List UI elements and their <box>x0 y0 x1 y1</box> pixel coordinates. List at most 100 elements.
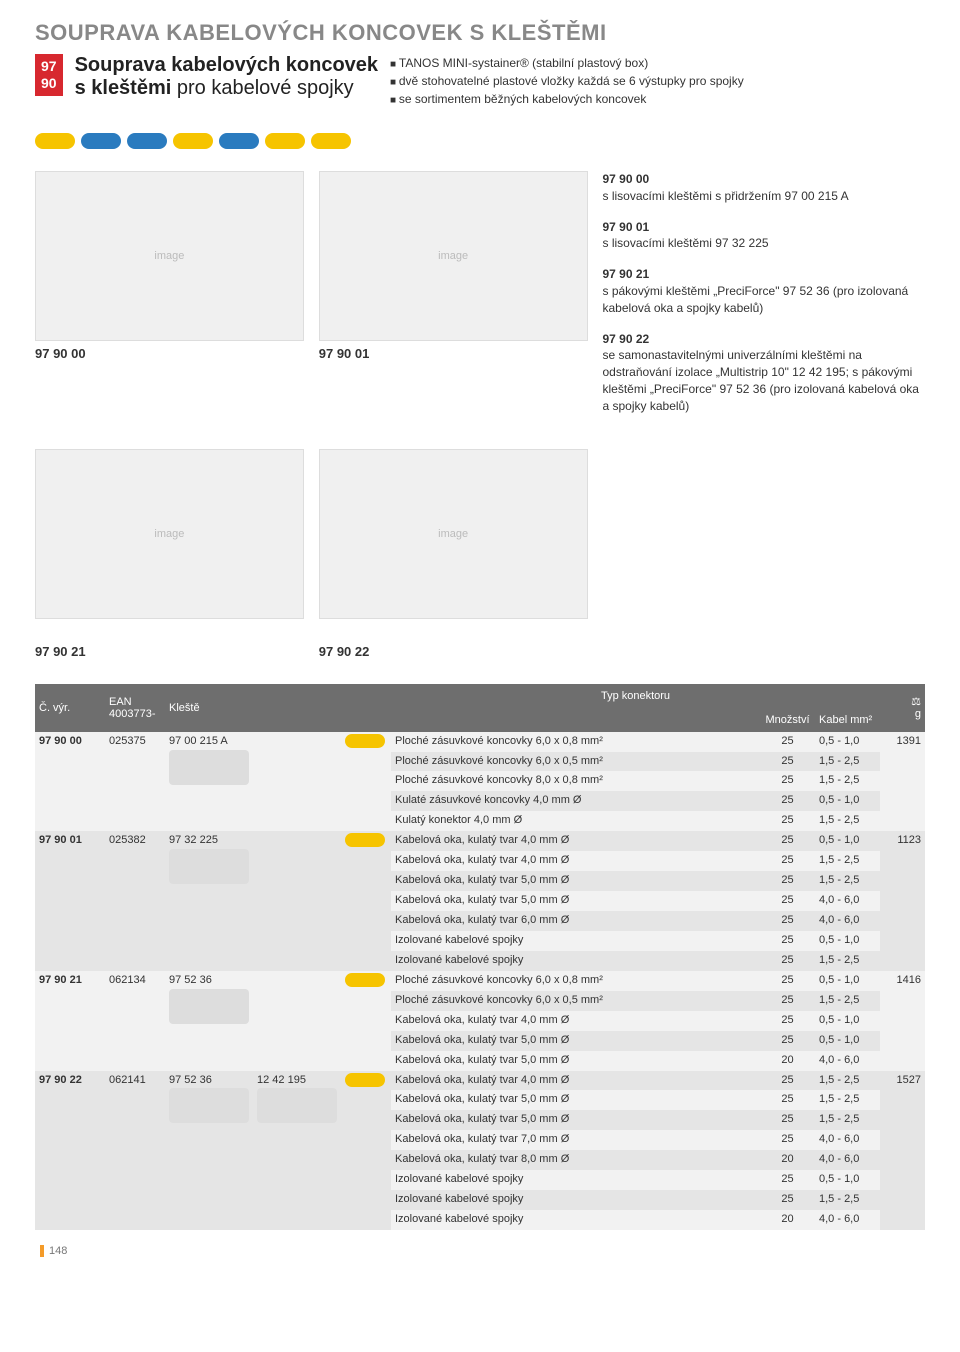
description-column: 97 90 00s lisovacími kleštěmi s přidržen… <box>603 171 926 429</box>
table-row: 97 90 2106213497 52 36Ploché zásuvkové k… <box>35 971 925 991</box>
cell-qty: 25 <box>760 1031 815 1051</box>
page-number: 148 <box>40 1245 925 1257</box>
cell-cable: 0,5 - 1,0 <box>815 1170 880 1190</box>
cell-type: Kabelová oka, kulatý tvar 7,0 mm Ø <box>391 1130 760 1150</box>
cell-qty: 25 <box>760 752 815 772</box>
cell-ean: 062134 <box>105 971 165 1071</box>
subtitle-line1: Souprava kabelových koncovek <box>75 54 378 77</box>
cell-qty: 25 <box>760 831 815 851</box>
tool-image <box>169 1088 249 1123</box>
tool-image <box>169 849 249 884</box>
cell-cable: 1,5 - 2,5 <box>815 1110 880 1130</box>
cell-cable: 1,5 - 2,5 <box>815 1190 880 1210</box>
cell-type: Ploché zásuvkové koncovky 8,0 x 0,8 mm² <box>391 771 760 791</box>
cell-type: Izolované kabelové spojky <box>391 951 760 971</box>
header-row: 97 90 Souprava kabelových koncovek s kle… <box>35 54 925 108</box>
cell-cable: 1,5 - 2,5 <box>815 771 880 791</box>
th-connector-group: Typ konektoru <box>391 684 880 708</box>
th-tool: Kleště <box>165 684 341 732</box>
cell-tool2 <box>253 831 341 971</box>
cell-qty: 25 <box>760 791 815 811</box>
cell-type: Kabelová oka, kulatý tvar 4,0 mm Ø <box>391 831 760 851</box>
cell-type: Kabelová oka, kulatý tvar 8,0 mm Ø <box>391 1150 760 1170</box>
cell-cable: 4,0 - 6,0 <box>815 1130 880 1150</box>
table-row: 97 90 0002537597 00 215 APloché zásuvkov… <box>35 732 925 752</box>
cell-ean: 062141 <box>105 1071 165 1231</box>
main-title: SOUPRAVA KABELOVÝCH KONCOVEK S KLEŠTĚMI <box>35 20 925 46</box>
desc-code: 97 90 22 <box>603 331 926 348</box>
cell-cable: 4,0 - 6,0 <box>815 891 880 911</box>
cell-cable: 0,5 - 1,0 <box>815 1031 880 1051</box>
image-grid-2: image image <box>35 449 925 624</box>
cell-type: Kabelová oka, kulatý tvar 5,0 mm Ø <box>391 871 760 891</box>
cell-conn-img <box>341 732 391 832</box>
cell-cable: 4,0 - 6,0 <box>815 1051 880 1071</box>
desc-text: se samonastavitelnými univerzálními kleš… <box>603 347 926 414</box>
cell-qty: 25 <box>760 1170 815 1190</box>
desc-block: 97 90 21s pákovými kleštěmi „PreciForce"… <box>603 266 926 316</box>
desc-code: 97 90 21 <box>603 266 926 283</box>
cell-qty: 25 <box>760 771 815 791</box>
connector-icon <box>173 133 213 149</box>
cell-qty: 25 <box>760 891 815 911</box>
cell-qty: 25 <box>760 811 815 831</box>
th-weight-unit: g <box>915 708 921 720</box>
cell-type: Kabelová oka, kulatý tvar 5,0 mm Ø <box>391 1110 760 1130</box>
table-row: 97 90 0102538297 32 225Kabelová oka, kul… <box>35 831 925 851</box>
cell-weight: 1123 <box>880 831 925 971</box>
th-cable: Kabel mm² <box>815 708 880 732</box>
connector-icon <box>219 133 259 149</box>
cell-type: Kabelová oka, kulatý tvar 5,0 mm Ø <box>391 891 760 911</box>
cell-type: Izolované kabelové spojky <box>391 1190 760 1210</box>
cell-ean: 025382 <box>105 831 165 971</box>
subtitle-block: Souprava kabelových koncovek s kleštěmi … <box>75 54 378 100</box>
product-image-01: image <box>319 171 588 341</box>
connector-strip <box>35 126 925 156</box>
cell-cable: 1,5 - 2,5 <box>815 951 880 971</box>
image-grid-1: image 97 90 00 image 97 90 01 97 90 00s … <box>35 171 925 429</box>
product-image-21: image <box>35 449 304 619</box>
cell-cable: 0,5 - 1,0 <box>815 931 880 951</box>
desc-code: 97 90 01 <box>603 219 926 236</box>
cell-cable: 0,5 - 1,0 <box>815 831 880 851</box>
cell-cable: 0,5 - 1,0 <box>815 732 880 752</box>
cell-ean: 025375 <box>105 732 165 832</box>
cell-cable: 1,5 - 2,5 <box>815 1071 880 1091</box>
subtitle-light: pro kabelové spojky <box>171 77 353 99</box>
cell-type: Izolované kabelové spojky <box>391 1170 760 1190</box>
spec-table: Č. výr. EAN 4003773- Kleště Typ konektor… <box>35 684 925 1230</box>
feature-bullet: se sortimentem běžných kabelových koncov… <box>390 90 925 108</box>
cell-qty: 25 <box>760 1110 815 1130</box>
connector-icon <box>345 1073 385 1087</box>
th-qty: Množství <box>760 708 815 732</box>
connector-icon <box>345 734 385 748</box>
cell-qty: 25 <box>760 991 815 1011</box>
cell-qty: 25 <box>760 1090 815 1110</box>
connector-icon <box>265 133 305 149</box>
desc-block: 97 90 22se samonastavitelnými univerzáln… <box>603 331 926 415</box>
desc-text: s lisovacími kleštěmi 97 32 225 <box>603 235 926 252</box>
cell-id: 97 90 01 <box>35 831 105 971</box>
cell-type: Ploché zásuvkové koncovky 6,0 x 0,5 mm² <box>391 991 760 1011</box>
connector-icon <box>81 133 121 149</box>
th-ean: EAN 4003773- <box>105 684 165 732</box>
cell-qty: 25 <box>760 931 815 951</box>
th-blank2 <box>341 684 391 732</box>
cell-cable: 0,5 - 1,0 <box>815 971 880 991</box>
cell-weight: 1416 <box>880 971 925 1071</box>
cell-type: Ploché zásuvkové koncovky 6,0 x 0,8 mm² <box>391 971 760 991</box>
cell-cable: 0,5 - 1,0 <box>815 1011 880 1031</box>
cell-qty: 25 <box>760 911 815 931</box>
product-image-00: image <box>35 171 304 341</box>
cell-qty: 25 <box>760 951 815 971</box>
cell-cable: 1,5 - 2,5 <box>815 851 880 871</box>
feature-bullets: TANOS MINI-systainer® (stabilní plastový… <box>390 54 925 108</box>
cell-qty: 20 <box>760 1051 815 1071</box>
cell-tool2 <box>253 732 341 832</box>
cell-type: Izolované kabelové spojky <box>391 931 760 951</box>
cell-type: Kabelová oka, kulatý tvar 5,0 mm Ø <box>391 1090 760 1110</box>
cell-type: Kabelová oka, kulatý tvar 5,0 mm Ø <box>391 1051 760 1071</box>
cell-conn-img <box>341 1071 391 1231</box>
th-weight: ⚖g <box>880 684 925 732</box>
tool-image <box>169 750 249 785</box>
